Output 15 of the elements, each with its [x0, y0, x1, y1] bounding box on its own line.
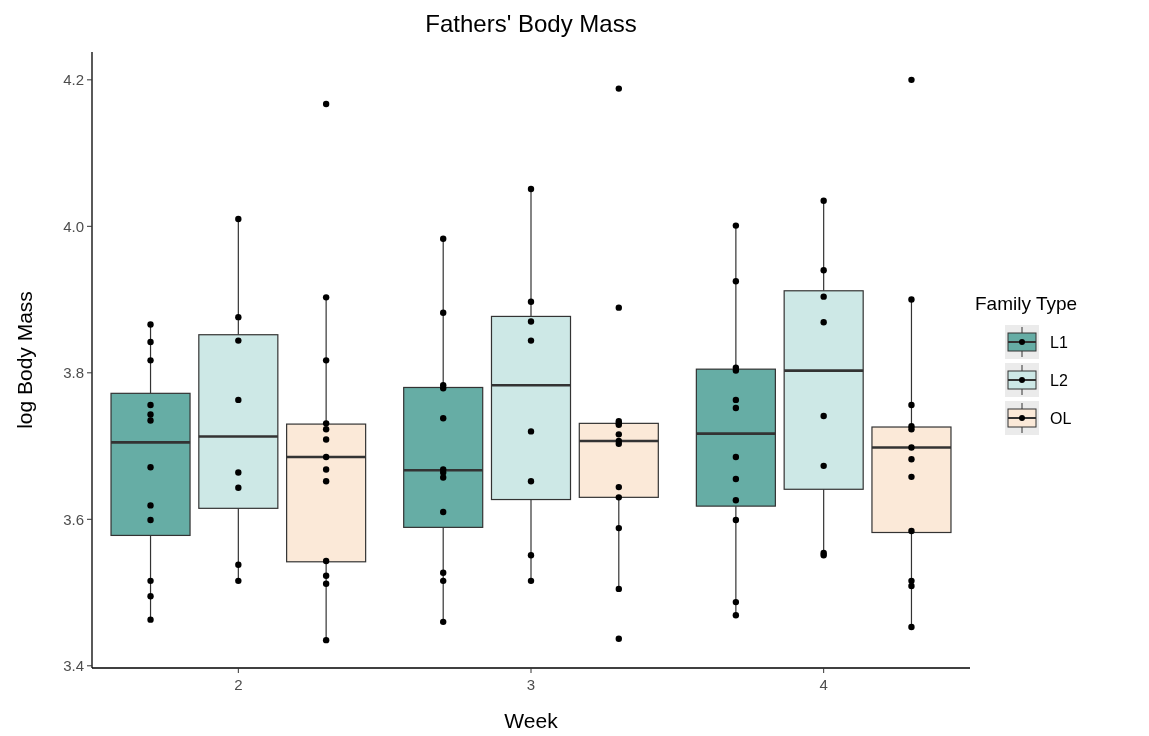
x-tick-label: 4: [819, 676, 828, 693]
legend-title: Family Type: [975, 293, 1078, 314]
y-tick-label: 3.4: [63, 657, 84, 675]
y-tick-label: 4.2: [63, 71, 84, 89]
legend-label: L1: [1050, 333, 1068, 351]
chart-title: Fathers' Body Mass: [425, 10, 637, 37]
y-axis-title: log Body Mass: [13, 291, 36, 429]
y-tick-label: 4.0: [63, 217, 84, 235]
x-tick-label: 3: [526, 676, 536, 693]
legend-label: L2: [1050, 371, 1068, 389]
legend-label: OL: [1050, 409, 1072, 427]
y-tick-label: 3.6: [63, 510, 84, 528]
x-axis-title: Week: [504, 709, 559, 732]
y-tick-label: 3.8: [63, 364, 84, 382]
x-tick-label: 2: [234, 676, 243, 693]
